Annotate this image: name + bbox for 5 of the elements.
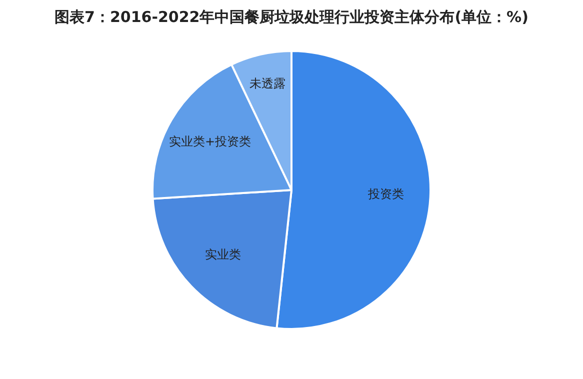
slice-label: 未透露 [250,76,286,90]
slice-label: 投资类 [366,187,404,202]
slice-label: 实业类 [205,247,242,262]
slice-label: 实业类+投资类 [168,134,252,148]
chart-title: 图表7：2016-2022年中国餐厨垃圾处理行业投资主体分布(单位：%) [54,8,530,27]
